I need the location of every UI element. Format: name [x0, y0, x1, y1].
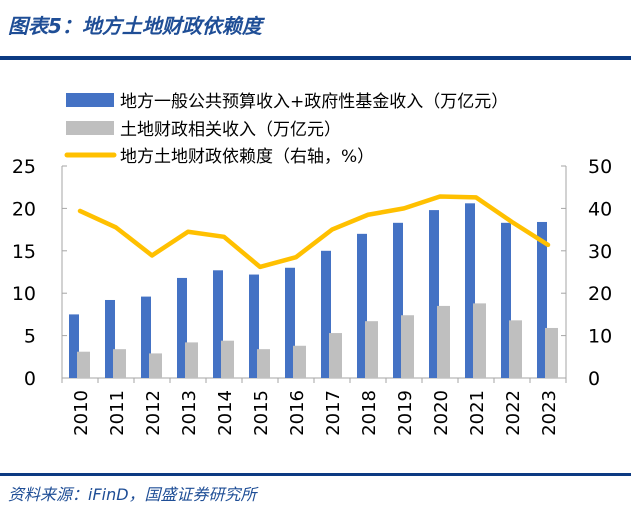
right-tick-label: 40: [588, 198, 612, 220]
legend-label: 地方一般公共预算收入+政府性基金收入（万亿元）: [120, 92, 508, 112]
x-tick-label: 2013: [179, 390, 200, 436]
bar-2012-land-revenue: [149, 353, 162, 378]
x-tick-label: 2023: [539, 390, 560, 436]
bar-2014-land-revenue: [221, 340, 234, 378]
legend-label: 土地财政相关收入（万亿元）: [120, 120, 341, 140]
dependency-line: [77, 194, 551, 270]
bar-2022-total-revenue: [501, 222, 511, 378]
x-tick-label: 2022: [503, 390, 524, 436]
bar-2015-total-revenue: [249, 274, 259, 378]
x-tick-label: 2010: [71, 390, 92, 436]
bar-2017-total-revenue: [321, 250, 331, 378]
bar-2010-total-revenue: [69, 314, 79, 378]
left-tick-label: 10: [12, 283, 36, 305]
legend-swatch-total-revenue: [66, 93, 114, 107]
x-tick-label: 2018: [359, 390, 380, 436]
right-tick-label: 0: [588, 368, 600, 390]
legend-swatch-land-revenue: [66, 121, 114, 135]
x-tick-label: 2012: [143, 390, 164, 436]
footer-divider: [0, 473, 631, 476]
bar-2015-land-revenue: [257, 349, 270, 378]
x-tick-label: 2017: [323, 390, 344, 436]
bar-2016-land-revenue: [293, 345, 306, 378]
x-tick-label: 2016: [287, 390, 308, 436]
right-tick-label: 10: [588, 326, 612, 348]
bar-2016-total-revenue: [285, 267, 295, 378]
bar-2011-total-revenue: [105, 299, 115, 378]
left-tick-label: 20: [12, 198, 36, 220]
left-tick-label: 0: [24, 368, 36, 390]
right-tick-label: 30: [588, 241, 612, 263]
left-tick-label: 15: [12, 241, 36, 263]
right-tick-label: 20: [588, 283, 612, 305]
bar-2020-land-revenue: [437, 305, 450, 378]
right-tick-label: 50: [588, 156, 612, 178]
header-divider: [0, 56, 631, 60]
x-tick-label: 2014: [215, 390, 236, 436]
x-tick-label: 2011: [107, 390, 128, 436]
bar-2019-total-revenue: [393, 222, 403, 378]
bar-2011-land-revenue: [113, 349, 126, 378]
bar-2013-land-revenue: [185, 342, 198, 378]
bar-2023-total-revenue: [537, 221, 547, 378]
left-tick-label: 25: [12, 156, 36, 178]
bar-2018-land-revenue: [365, 321, 378, 378]
bar-2021-land-revenue: [473, 303, 486, 378]
bar-2017-land-revenue: [329, 333, 342, 378]
bar-2018-total-revenue: [357, 233, 367, 378]
source-note: 资料来源：iFinD，国盛证券研究所: [8, 485, 257, 504]
bar-2023-land-revenue: [545, 327, 558, 378]
bar-2020-total-revenue: [429, 210, 439, 378]
x-tick-label: 2015: [251, 390, 272, 436]
x-tick-label: 2020: [431, 390, 452, 436]
bar-2013-total-revenue: [177, 277, 187, 378]
legend-label: 地方土地财政依赖度（右轴，%）: [120, 147, 374, 167]
x-tick-label: 2019: [395, 390, 416, 436]
bar-2010-land-revenue: [77, 351, 90, 378]
bar-2012-total-revenue: [141, 296, 151, 378]
x-tick-label: 2021: [467, 390, 488, 436]
bar-2014-total-revenue: [213, 270, 223, 378]
bar-2022-land-revenue: [509, 320, 522, 378]
left-tick-label: 5: [24, 326, 36, 348]
chart-title: 图表5：地方土地财政依赖度: [8, 14, 262, 38]
bar-2019-land-revenue: [401, 315, 414, 378]
bar-2021-total-revenue: [465, 203, 475, 378]
